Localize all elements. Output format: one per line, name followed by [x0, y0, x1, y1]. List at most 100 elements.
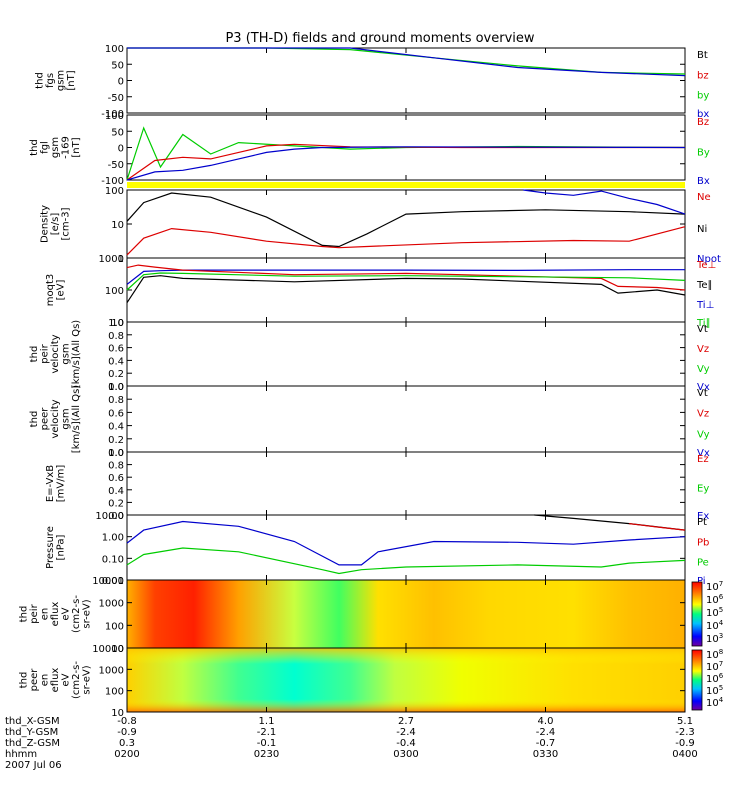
ephemeris-value: -0.7	[536, 738, 556, 749]
series-fgl-3	[126, 143, 685, 181]
y-axis-label: [e/s]	[50, 213, 61, 236]
panel-pressure: 10.00 1.00 0.10 0.01 Pressure [nPa] Pt Pb Pe Pi	[45, 511, 710, 587]
panel-frame	[126, 514, 686, 581]
y-tick-label: 0.4	[108, 422, 124, 433]
y-tick-label: 0.2	[108, 435, 124, 446]
panel-frame	[126, 321, 686, 387]
colorbar-label: 104	[706, 696, 724, 709]
legend-bz: bz	[697, 70, 709, 81]
legend-Pt: Pt	[697, 517, 707, 528]
y-axis-label: eV	[61, 607, 72, 620]
legend-Te∥: Te∥	[696, 280, 713, 291]
spectrogram-overlay	[127, 648, 685, 712]
y-tick-label: 100	[105, 111, 124, 122]
legend-Pe: Pe	[697, 558, 709, 569]
y-tick-label: 0.2	[108, 498, 124, 509]
panel-efield: 1.0 0.80.6 0.40.2 0.0 E=-VxB [mV/m] Ez Ey Ex	[45, 448, 710, 522]
ephemeris-value: -2.4	[536, 727, 556, 738]
ephemeris-value: -2.4	[396, 727, 416, 738]
ephemeris-value: 5.1	[677, 716, 693, 727]
colorbar-label: 107	[706, 580, 723, 593]
x-tick-label: 0230	[254, 749, 279, 760]
y-axis-label: fgl	[40, 141, 51, 154]
y-tick-label: 50	[111, 127, 124, 138]
y-tick-label: 10	[111, 220, 124, 231]
y-axis-label: [km/s](All Qs)	[71, 320, 82, 388]
y-tick-label: 100	[105, 687, 124, 698]
y-axis-label: [nPa]	[55, 534, 66, 560]
y-tick-label: 10.00	[95, 511, 124, 522]
ephemeris-value: -2.1	[257, 727, 277, 738]
legend-bx: bx	[697, 109, 709, 120]
y-tick-label: -50	[108, 160, 124, 171]
y-axis-label: E=-VxB	[45, 465, 56, 502]
legend-Ex: Ex	[697, 511, 709, 522]
legend-Npot: Npot	[697, 254, 721, 265]
y-axis-label: velocity	[50, 399, 61, 438]
ephemeris-label: thd_Y-GSM	[5, 727, 58, 738]
ephemeris-label: thd_Z-GSM	[5, 738, 60, 749]
legend-Ti⊥: Ti⊥	[696, 300, 714, 311]
series-density-6	[126, 226, 686, 256]
legend-Pb: Pb	[697, 537, 709, 548]
y-axis-label: [nT]	[66, 70, 77, 90]
y-tick-label: 0.6	[108, 344, 124, 355]
ephemeris-value: 2.7	[398, 716, 414, 727]
legend-Bz: Bz	[697, 117, 709, 128]
y-axis-label: peer	[40, 407, 51, 431]
legend-Pi: Pi	[697, 576, 706, 587]
y-axis-label: gsm	[50, 137, 61, 158]
y-axis-label: peer	[29, 668, 40, 692]
ephemeris-label: thd_X-GSM	[5, 716, 60, 727]
series-density-5	[126, 192, 686, 248]
ephemeris-label: hhmm	[5, 749, 37, 760]
panel-frame	[126, 257, 686, 323]
y-axis-label: gsm	[61, 343, 72, 364]
y-axis-label: thd	[29, 346, 40, 363]
legend-Vz: Vz	[697, 409, 709, 420]
legend-Vx: Vx	[697, 448, 710, 459]
y-tick-label: 1000	[99, 665, 124, 676]
y-axis-label: peir	[40, 343, 51, 363]
y-axis-label: thd	[29, 139, 40, 156]
legend-Vt: Vt	[697, 388, 708, 399]
y-axis-label: (cm2-s-	[71, 595, 82, 633]
legend-Ey: Ey	[697, 484, 709, 495]
series-pressure-15	[629, 523, 686, 531]
panel-density: 100 10 1 Density [e/s] [cm-3] Ne Ni Npot	[40, 186, 721, 265]
ephemeris-value: 0.3	[119, 738, 135, 749]
colorbar-label: 106	[706, 593, 724, 606]
y-axis-label: Density	[40, 205, 51, 243]
series-temperature-9	[126, 264, 686, 291]
legend-Vy: Vy	[697, 429, 710, 440]
y-tick-label: 1	[118, 254, 124, 265]
x-tick-label: 0200	[114, 749, 139, 760]
y-axis-label: [cm-3]	[61, 207, 72, 240]
y-tick-label: 1.0	[108, 448, 124, 459]
y-axis-label: en	[40, 608, 51, 621]
y-axis-label: [eV]	[55, 280, 66, 301]
legend-By: By	[697, 148, 710, 159]
y-axis-label: Pressure	[45, 526, 56, 569]
ephemeris-label: 2007 Jul 06	[5, 760, 62, 771]
legend-Bt: Bt	[697, 50, 708, 61]
y-tick-label: 0	[118, 144, 124, 155]
y-tick-label: 1.0	[108, 382, 124, 393]
series-temperature-8	[126, 269, 685, 285]
y-tick-label: 0.0	[108, 448, 124, 459]
y-tick-label: 10	[111, 318, 124, 329]
y-axis-label: fgs	[45, 73, 56, 88]
spectrogram-image	[127, 580, 685, 648]
series-pressure-12	[126, 520, 686, 566]
legend-Vt: Vt	[697, 324, 708, 335]
y-tick-label: 10000	[92, 644, 124, 655]
y-axis-label: moqt3	[45, 274, 56, 307]
colorbar	[691, 649, 703, 711]
series-density-7	[523, 189, 686, 215]
y-tick-label: 1.0	[108, 318, 124, 329]
y-axis-label: eflux	[50, 668, 61, 693]
legend-Te⊥: Te⊥	[696, 260, 716, 271]
